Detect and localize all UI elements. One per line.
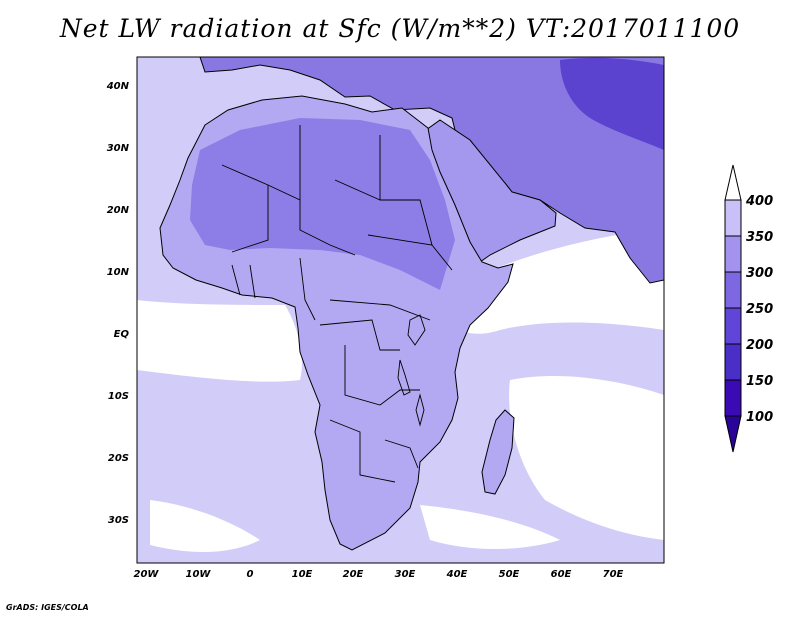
lat-tick-label: 40N bbox=[106, 81, 130, 92]
longitude-axis: 20W 10W 0 10E 20E 30E 40E 50E 60E 70E bbox=[134, 569, 624, 580]
colorbar-segment bbox=[724, 379, 742, 417]
country-borders bbox=[221, 125, 453, 483]
lon-tick-label: 70E bbox=[603, 569, 624, 580]
colorbar-level-label: 400 bbox=[745, 194, 773, 209]
lon-tick-label: 60E bbox=[551, 569, 572, 580]
colorbar-segment bbox=[724, 343, 742, 381]
plot-frame bbox=[136, 56, 665, 564]
latitude-axis: 40N 30N 20N 10N EQ 10S 20S 30S bbox=[106, 81, 130, 526]
white-ocean-band bbox=[137, 300, 302, 382]
lon-tick-label: 10E bbox=[292, 569, 313, 580]
colorbar-upper-arrow bbox=[724, 164, 742, 201]
colorbar-level-label: 350 bbox=[746, 230, 773, 245]
lat-tick-label: 30N bbox=[107, 143, 130, 154]
colorbar-level-label: 250 bbox=[746, 302, 773, 317]
colorbar-level-label: 150 bbox=[746, 374, 773, 389]
lat-tick-label: 10N bbox=[107, 267, 130, 278]
lon-tick-label: 10W bbox=[186, 569, 212, 580]
lon-tick-label: 50E bbox=[499, 569, 520, 580]
colorbar-segment bbox=[724, 199, 742, 237]
colorbar-segment bbox=[724, 271, 742, 309]
colorbar-lower-arrow bbox=[724, 415, 742, 453]
lat-tick-label: 10S bbox=[108, 391, 129, 402]
colorbar-level-label: 300 bbox=[746, 266, 773, 281]
lon-tick-label: 0 bbox=[247, 569, 254, 580]
map-plot-area bbox=[137, 57, 664, 563]
colorbar-segment bbox=[724, 235, 742, 273]
lat-tick-label: EQ bbox=[114, 329, 130, 340]
white-ocean-band bbox=[420, 505, 560, 549]
lon-tick-label: 30E bbox=[395, 569, 416, 580]
lat-tick-label: 30S bbox=[108, 515, 129, 526]
chart-title: Net LW radiation at Sfc (W/m**2) VT:2017… bbox=[59, 14, 741, 43]
lon-tick-label: 40E bbox=[446, 569, 468, 580]
colorbar-segment bbox=[724, 307, 742, 345]
lat-tick-label: 20S bbox=[108, 453, 129, 464]
lon-tick-label: 20W bbox=[134, 569, 160, 580]
sahara-region bbox=[190, 118, 455, 290]
white-ocean-band bbox=[509, 375, 664, 540]
colorbar-level-label: 100 bbox=[746, 410, 773, 425]
lon-tick-label: 20E bbox=[343, 569, 364, 580]
lat-tick-label: 20N bbox=[107, 205, 130, 216]
madagascar-island bbox=[481, 409, 515, 495]
white-ocean-band bbox=[150, 500, 260, 552]
colorbar-level-label: 200 bbox=[746, 338, 773, 353]
high-plateau-region bbox=[560, 57, 664, 150]
colorbar: 400 350 300 250 200 150 100 bbox=[724, 164, 773, 453]
software-credit: GrADS: IGES/COLA bbox=[6, 603, 89, 612]
lake-outlines bbox=[397, 314, 426, 427]
